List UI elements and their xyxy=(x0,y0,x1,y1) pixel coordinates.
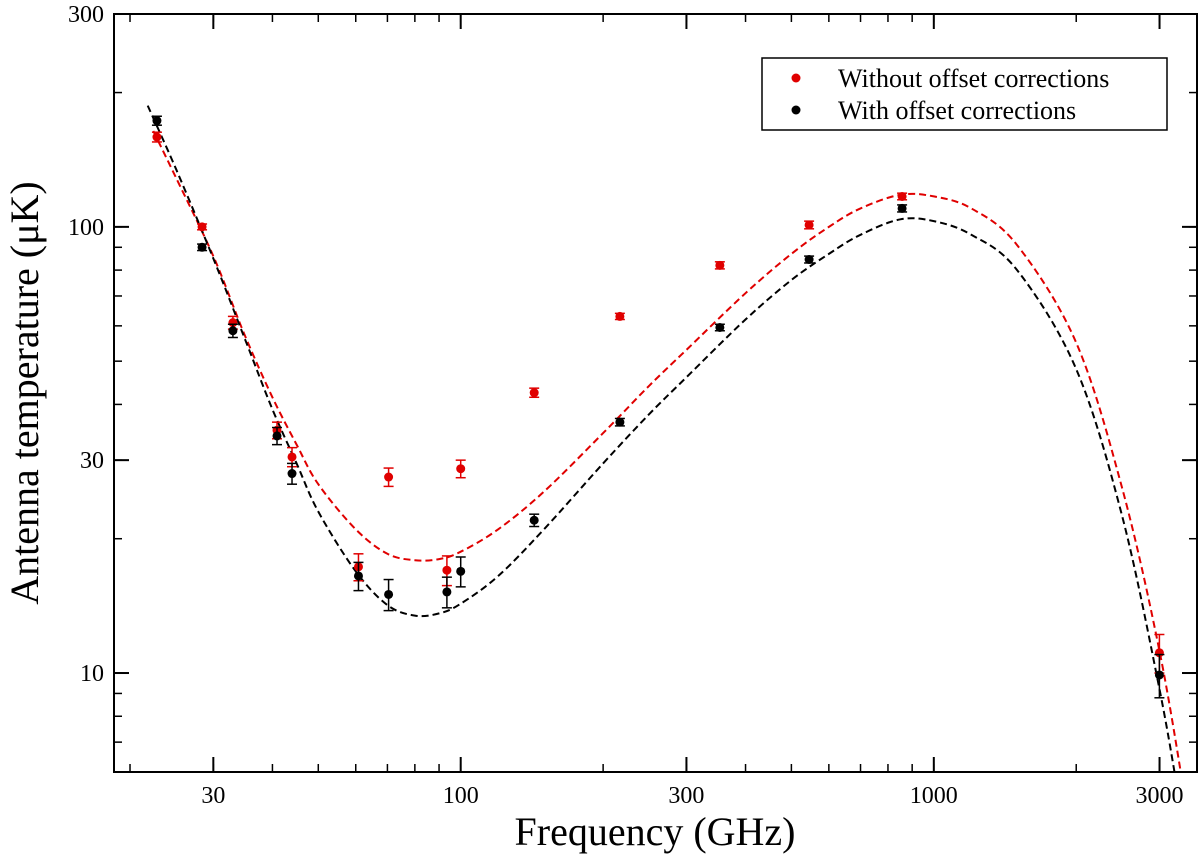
data-point-with-offset xyxy=(715,322,725,332)
x-tick-label: 300 xyxy=(668,783,704,809)
y-tick-label: 100 xyxy=(68,215,104,241)
x-tick-label: 100 xyxy=(443,783,479,809)
data-point-with-offset xyxy=(384,589,394,599)
y-tick-label: 300 xyxy=(68,2,104,28)
data-point-without-offset xyxy=(384,472,394,482)
legend-label-with-offset: With offset corrections xyxy=(838,96,1076,125)
model-curve-without-offset xyxy=(152,130,1182,772)
y-axis-title: Antenna temperature (μK) xyxy=(2,181,47,604)
data-point-with-offset xyxy=(287,469,297,479)
data-point-with-offset xyxy=(804,255,814,265)
data-point-without-offset xyxy=(615,311,625,321)
y-tick-label: 30 xyxy=(80,448,104,474)
data-points xyxy=(151,115,1165,699)
data-point-with-offset xyxy=(197,242,207,252)
data-point-with-offset xyxy=(228,326,238,336)
x-axis-title: Frequency (GHz) xyxy=(515,809,796,854)
data-point-without-offset xyxy=(152,132,162,142)
data-point-with-offset xyxy=(456,566,466,576)
data-point-without-offset xyxy=(197,222,207,232)
data-point-without-offset xyxy=(529,388,539,398)
data-point-without-offset xyxy=(715,260,725,270)
data-point-without-offset xyxy=(442,565,452,575)
data-point-with-offset xyxy=(442,587,452,597)
data-point-without-offset xyxy=(897,191,907,201)
x-tick-label: 3000 xyxy=(1136,783,1184,809)
legend-label-without-offset: Without offset corrections xyxy=(838,64,1109,93)
axis-ticks: 30 100 300 1000 3000 10 30 100 300 xyxy=(68,2,1197,809)
y-tick-label: 10 xyxy=(80,661,104,687)
legend-marker-without-offset xyxy=(791,73,801,83)
plot-frame xyxy=(113,13,1198,773)
x-tick-label: 30 xyxy=(201,783,225,809)
data-point-with-offset xyxy=(615,417,625,427)
data-point-with-offset xyxy=(272,431,282,441)
data-point-without-offset xyxy=(287,452,297,462)
data-point-with-offset xyxy=(353,571,363,581)
data-point-with-offset xyxy=(529,515,539,525)
data-point-with-offset xyxy=(1154,670,1164,680)
legend-marker-with-offset xyxy=(791,105,801,115)
legend-box xyxy=(761,57,1168,131)
data-point-without-offset xyxy=(804,220,814,230)
data-point-with-offset xyxy=(152,116,162,126)
data-point-without-offset xyxy=(456,464,466,474)
model-curve-with-offset xyxy=(146,105,1176,772)
legend: Without offset corrections With offset c… xyxy=(761,57,1168,131)
data-point-with-offset xyxy=(897,203,907,213)
x-tick-label: 1000 xyxy=(910,783,958,809)
model-curves xyxy=(146,105,1182,772)
